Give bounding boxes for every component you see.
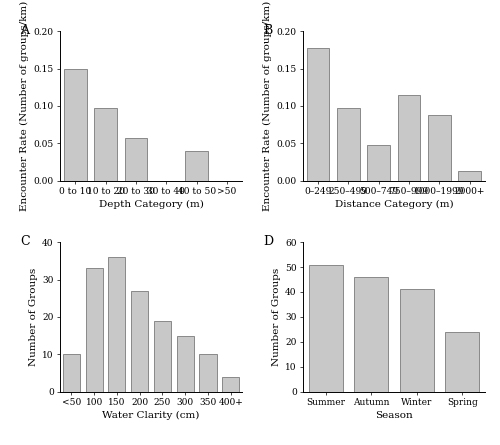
Bar <box>131 291 148 392</box>
Bar <box>176 336 194 392</box>
Y-axis label: Encounter Rate (Number of groups/km): Encounter Rate (Number of groups/km) <box>263 1 272 211</box>
Bar <box>124 138 148 181</box>
X-axis label: Distance Category (m): Distance Category (m) <box>334 200 454 209</box>
Text: A: A <box>20 24 29 36</box>
Text: B: B <box>263 24 272 36</box>
Bar <box>400 290 434 392</box>
Text: D: D <box>263 235 273 248</box>
Bar <box>368 145 390 181</box>
Bar <box>458 171 481 181</box>
Bar <box>94 108 117 181</box>
Bar <box>64 69 86 181</box>
Y-axis label: Number of Groups: Number of Groups <box>272 268 281 366</box>
Bar <box>154 320 171 392</box>
Bar <box>200 354 216 392</box>
Text: C: C <box>20 235 30 248</box>
X-axis label: Depth Category (m): Depth Category (m) <box>98 200 204 209</box>
Y-axis label: Encounter Rate (Number of groups/km): Encounter Rate (Number of groups/km) <box>20 1 30 211</box>
Bar <box>337 108 360 181</box>
Bar <box>445 332 480 392</box>
Bar <box>306 48 330 181</box>
Bar <box>398 95 420 181</box>
Bar <box>108 257 126 392</box>
Y-axis label: Number of Groups: Number of Groups <box>29 268 38 366</box>
Bar <box>428 115 451 181</box>
Bar <box>63 354 80 392</box>
Bar <box>308 265 342 392</box>
Bar <box>86 268 102 392</box>
Bar <box>222 376 240 392</box>
X-axis label: Water Clarity (cm): Water Clarity (cm) <box>102 411 200 420</box>
X-axis label: Season: Season <box>375 411 413 420</box>
Bar <box>354 277 388 392</box>
Bar <box>185 151 208 181</box>
